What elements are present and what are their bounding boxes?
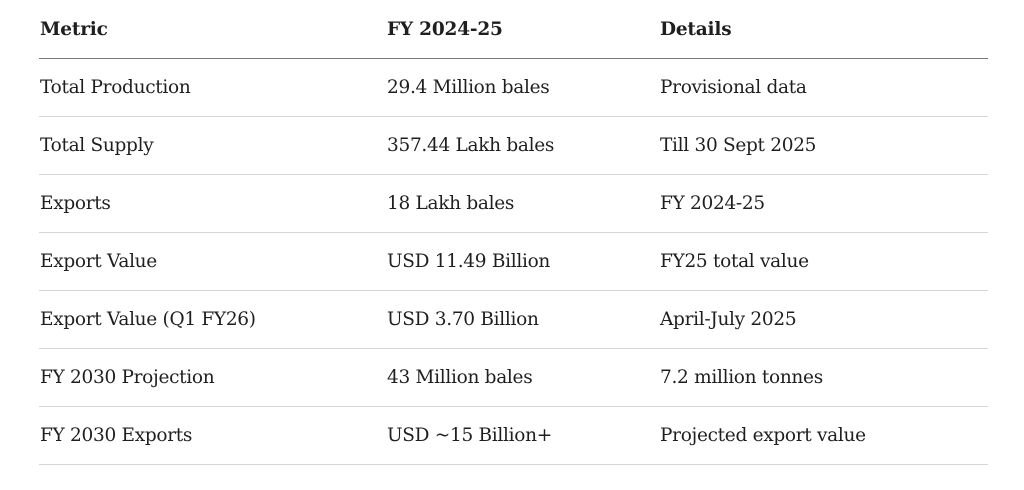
column-header-metric: Metric: [39, 0, 386, 59]
table-body: Total Production 29.4 Million bales Prov…: [39, 58, 988, 465]
table-cell: Total Supply: [39, 116, 386, 175]
table-cell: FY 2030 Exports: [39, 406, 386, 465]
table-cell: FY25 total value: [659, 232, 988, 291]
table-cell: Exports: [39, 174, 386, 233]
table-cell: Total Production: [39, 58, 386, 117]
table-cell: USD 11.49 Billion: [386, 232, 659, 291]
table-row: Export Value USD 11.49 Billion FY25 tota…: [39, 232, 988, 291]
table-cell: Export Value: [39, 232, 386, 291]
metrics-table: Metric FY 2024-25 Details Total Producti…: [39, 0, 988, 465]
table-cell: 43 Million bales: [386, 348, 659, 407]
table-header: Metric FY 2024-25 Details: [39, 0, 988, 59]
table-cell: April-July 2025: [659, 290, 988, 349]
table-cell: FY 2030 Projection: [39, 348, 386, 407]
table-cell: Till 30 Sept 2025: [659, 116, 988, 175]
table-cell: 18 Lakh bales: [386, 174, 659, 233]
table-row: Export Value (Q1 FY26) USD 3.70 Billion …: [39, 290, 988, 349]
table-cell: FY 2024-25: [659, 174, 988, 233]
table-row: Total Production 29.4 Million bales Prov…: [39, 58, 988, 117]
table-row: FY 2030 Exports USD ~15 Billion+ Project…: [39, 406, 988, 465]
column-header-fy-2024-25: FY 2024-25: [386, 0, 659, 59]
header-row: Metric FY 2024-25 Details: [39, 0, 988, 59]
table-cell: Provisional data: [659, 58, 988, 117]
table-row: Total Supply 357.44 Lakh bales Till 30 S…: [39, 116, 988, 175]
table-cell: 357.44 Lakh bales: [386, 116, 659, 175]
table-cell: 29.4 Million bales: [386, 58, 659, 117]
table-cell: 7.2 million tonnes: [659, 348, 988, 407]
data-table-container: Metric FY 2024-25 Details Total Producti…: [39, 0, 988, 465]
table-row: Exports 18 Lakh bales FY 2024-25: [39, 174, 988, 233]
table-cell: Export Value (Q1 FY26): [39, 290, 386, 349]
table-row: FY 2030 Projection 43 Million bales 7.2 …: [39, 348, 988, 407]
column-header-details: Details: [659, 0, 988, 59]
table-cell: USD 3.70 Billion: [386, 290, 659, 349]
table-cell: Projected export value: [659, 406, 988, 465]
table-cell: USD ~15 Billion+: [386, 406, 659, 465]
